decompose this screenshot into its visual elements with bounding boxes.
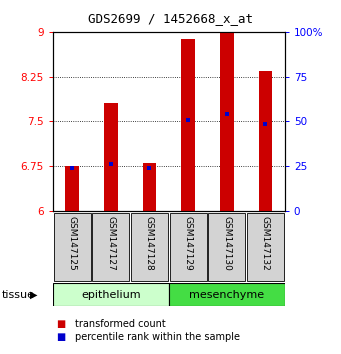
- Text: mesenchyme: mesenchyme: [189, 290, 264, 300]
- Bar: [169, 283, 285, 306]
- Bar: [220, 32, 234, 211]
- Bar: [181, 39, 195, 211]
- Bar: [169, 213, 207, 281]
- Bar: [247, 213, 284, 281]
- Text: GSM147129: GSM147129: [183, 216, 193, 270]
- Bar: [92, 213, 129, 281]
- Bar: [53, 283, 169, 306]
- Text: GSM147132: GSM147132: [261, 216, 270, 270]
- Text: GSM147128: GSM147128: [145, 216, 154, 270]
- Text: transformed count: transformed count: [75, 319, 166, 329]
- Text: percentile rank within the sample: percentile rank within the sample: [75, 332, 240, 342]
- Bar: [54, 213, 91, 281]
- Bar: [208, 213, 245, 281]
- Bar: [131, 213, 168, 281]
- Text: GSM147125: GSM147125: [68, 216, 77, 270]
- Bar: [259, 70, 272, 211]
- Text: GDS2699 / 1452668_x_at: GDS2699 / 1452668_x_at: [88, 12, 253, 25]
- Text: epithelium: epithelium: [81, 290, 140, 300]
- Bar: [143, 163, 156, 211]
- Text: GSM147130: GSM147130: [222, 216, 231, 271]
- Text: tissue: tissue: [2, 290, 35, 300]
- Text: ■: ■: [56, 332, 65, 342]
- Bar: [104, 103, 118, 211]
- Bar: [65, 166, 79, 211]
- Text: ▶: ▶: [30, 290, 38, 300]
- Text: ■: ■: [56, 319, 65, 329]
- Text: GSM147127: GSM147127: [106, 216, 115, 270]
